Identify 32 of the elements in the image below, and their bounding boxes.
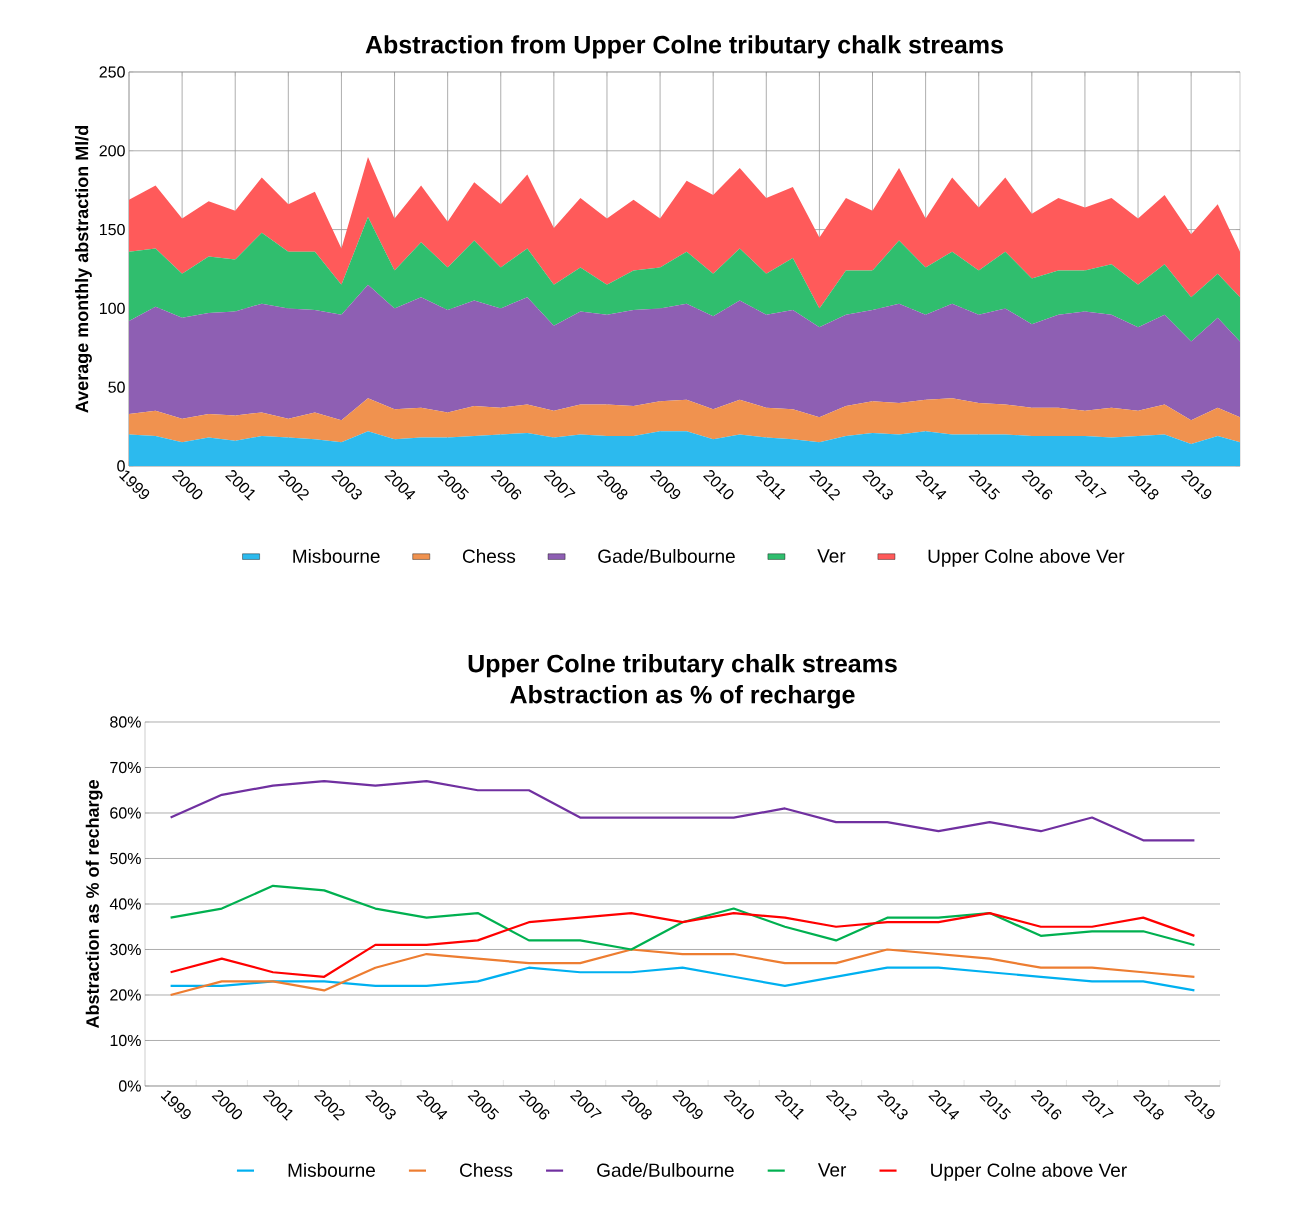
line-series [169, 911, 1196, 978]
y-tick-label: 0% [118, 1080, 141, 1092]
y-tick-label: 40% [109, 898, 141, 910]
y-tick-label: 250 [99, 66, 125, 78]
y-tick-label: 60% [110, 807, 141, 819]
y-tick-label: 20% [110, 989, 141, 1001]
y-tick-label: 70% [110, 761, 141, 774]
y-tick-label: 10% [110, 1034, 141, 1047]
y-axis-title: Abstraction as % of recharge [85, 780, 103, 1029]
legend-label: Gade/Bulbourne [598, 548, 735, 563]
chart-title: Upper Colne tributary chalk streams [468, 654, 897, 678]
y-tick-label: 150 [100, 223, 125, 236]
y-tick-label: 80% [110, 716, 141, 728]
legend-label: Chess [460, 1162, 513, 1177]
y-tick-label: 0 [117, 460, 125, 472]
legend-label: Gade/Bulbourne [597, 1162, 734, 1177]
legend-label: Misbourne [293, 548, 380, 563]
legend-label: Ver [817, 1163, 847, 1177]
y-tick-label: 200 [99, 145, 125, 157]
y-tick-label: 100 [100, 302, 125, 315]
legend-label: Upper Colne above Ver [931, 1162, 1127, 1181]
legend-label: Chess [462, 548, 516, 563]
y-tick-label: 50% [110, 852, 141, 865]
legend-label: Upper Colne above Ver [928, 548, 1125, 567]
y-tick-label: 50 [108, 381, 125, 393]
line-series [169, 884, 1196, 951]
chart-subtitle: Abstraction as % of recharge [510, 685, 855, 709]
chart-title: Abstraction from Upper Colne tributary chalk streams [365, 35, 1003, 59]
y-axis-title: Average monthly abstraction Ml/d [75, 125, 92, 413]
y-tick-label: 30% [110, 943, 141, 956]
legend-label: Misbourne [288, 1162, 375, 1177]
legend-label: Ver [817, 549, 846, 563]
